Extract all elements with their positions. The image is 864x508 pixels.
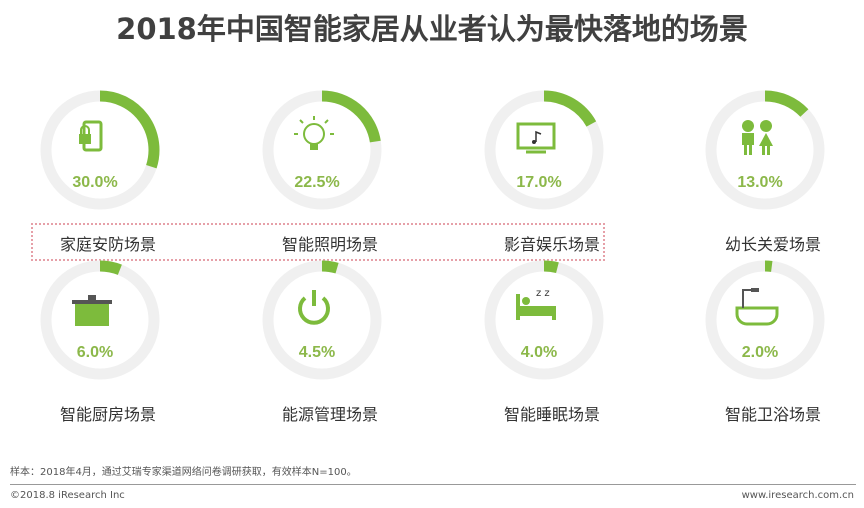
category-label: 幼长关爱场景 (724, 235, 821, 254)
website-link[interactable]: www.iresearch.com.cn (741, 490, 854, 501)
ring-arc-7 (543, 260, 559, 274)
lightbulb-icon (294, 116, 334, 150)
value-label: 22.5% (294, 174, 340, 191)
svg-text:z z: z z (536, 288, 550, 299)
category-label: 智能睡眠场景 (503, 405, 600, 424)
bathtub-icon (735, 288, 779, 326)
value-label: 6.0% (76, 344, 114, 361)
power-icon (298, 290, 330, 325)
category-label: 智能照明场景 (281, 235, 378, 254)
category-label: 智能厨房场景 (59, 405, 156, 424)
tv-music-icon (516, 122, 556, 154)
category-label: 影音娱乐场景 (503, 235, 600, 254)
value-label: 4.0% (520, 344, 558, 361)
divider (10, 484, 856, 485)
pot-icon (72, 295, 112, 326)
value-label: 17.0% (516, 174, 562, 191)
category-label: 家庭安防场景 (59, 235, 156, 254)
copyright: ©2018.8 iResearch Inc (10, 490, 125, 501)
value-label: 30.0% (72, 174, 118, 191)
children-icon (742, 120, 773, 155)
ring-arc-6 (321, 260, 339, 274)
phone-lock-icon (79, 120, 103, 152)
chart-title: 2018年中国智能家居从业者认为最快落地的场景 (116, 12, 748, 46)
category-label: 智能卫浴场景 (724, 405, 821, 424)
value-label: 2.0% (741, 344, 779, 361)
ring-arc-5 (99, 260, 122, 275)
chart: z z (40, 90, 825, 380)
ring-arc-4 (764, 90, 809, 117)
highlight-box (31, 223, 605, 261)
ring-arc-3 (543, 90, 597, 127)
category-label: 能源管理场景 (281, 405, 378, 424)
ring-arc-2 (321, 90, 381, 143)
ring-arc-1 (99, 90, 160, 169)
bed-sleep-icon: z z (516, 288, 556, 320)
value-label: 4.5% (298, 344, 336, 361)
value-label: 13.0% (737, 174, 783, 191)
footnote: 样本：2018年4月，通过艾瑞专家渠道网络问卷调研获取，有效样本N=100。 (10, 467, 357, 478)
